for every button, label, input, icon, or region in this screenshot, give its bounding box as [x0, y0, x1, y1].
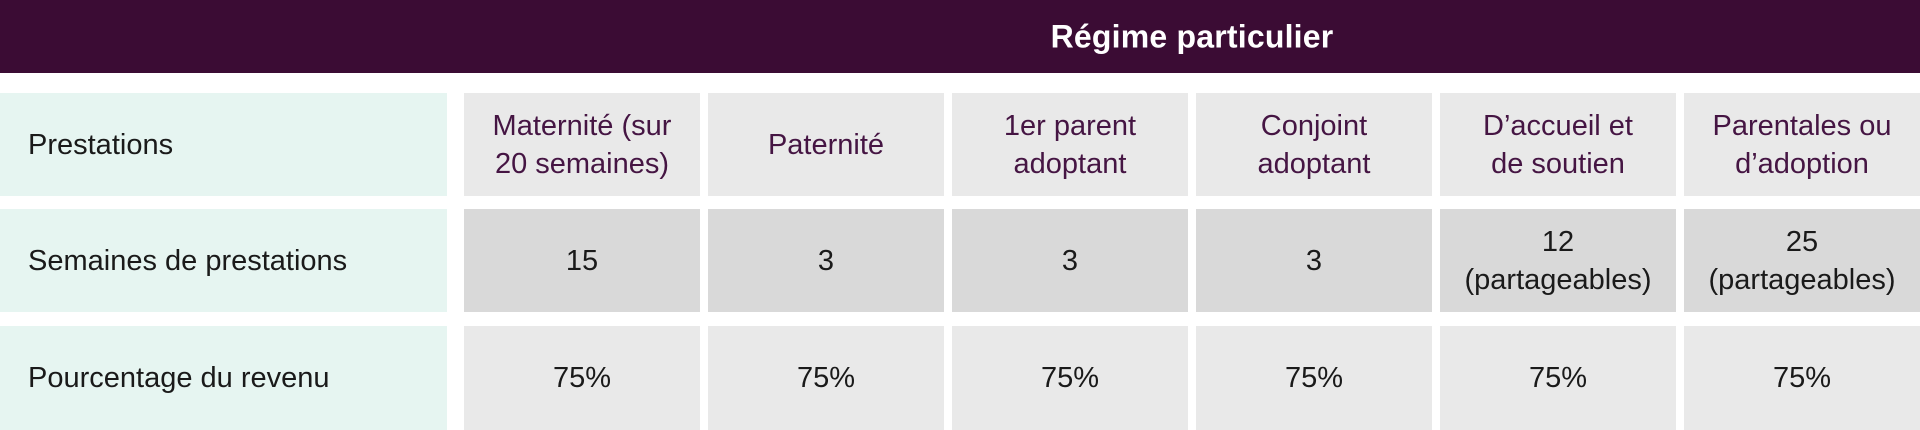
row-label-cell: Semaines de prestations [0, 209, 447, 312]
value-cell: 12 (partageables) [1440, 209, 1676, 312]
column-header-maternite: Maternité (sur 20 semaines) [464, 93, 700, 196]
column-header-conjoint-adoptant: Conjoint adoptant [1196, 93, 1432, 196]
value-cell: 75% [1684, 326, 1920, 430]
table-title: Régime particulier [1050, 18, 1334, 54]
value-cell: 3 [708, 209, 944, 312]
value-cell: 3 [1196, 209, 1432, 312]
value-cell: 75% [1440, 326, 1676, 430]
table-row-semaines: Semaines de prestations 15 3 3 3 12 (par… [0, 209, 1920, 312]
table-header-row: Prestations Maternité (sur 20 semaines) … [0, 93, 1920, 196]
column-header-paternite: Paternité [708, 93, 944, 196]
value-cell: 3 [952, 209, 1188, 312]
value-cell: 15 [464, 209, 700, 312]
column-header-parentales-adoption: Parentales ou d’adoption [1684, 93, 1920, 196]
value-cell: 75% [708, 326, 944, 430]
value-cell: 75% [464, 326, 700, 430]
column-header-1er-parent-adoptant: 1er parent adoptant [952, 93, 1188, 196]
value-cell: 75% [1196, 326, 1432, 430]
corner-label-cell: Prestations [0, 93, 447, 196]
table-row-pourcentage: Pourcentage du revenu 75% 75% 75% 75% 75… [0, 326, 1920, 430]
column-header-accueil-soutien: D’accueil et de soutien [1440, 93, 1676, 196]
value-cell: 25 (partageables) [1684, 209, 1920, 312]
value-cell: 75% [952, 326, 1188, 430]
table-title-bar: Régime particulier [0, 0, 1920, 73]
row-label-cell: Pourcentage du revenu [0, 326, 447, 430]
